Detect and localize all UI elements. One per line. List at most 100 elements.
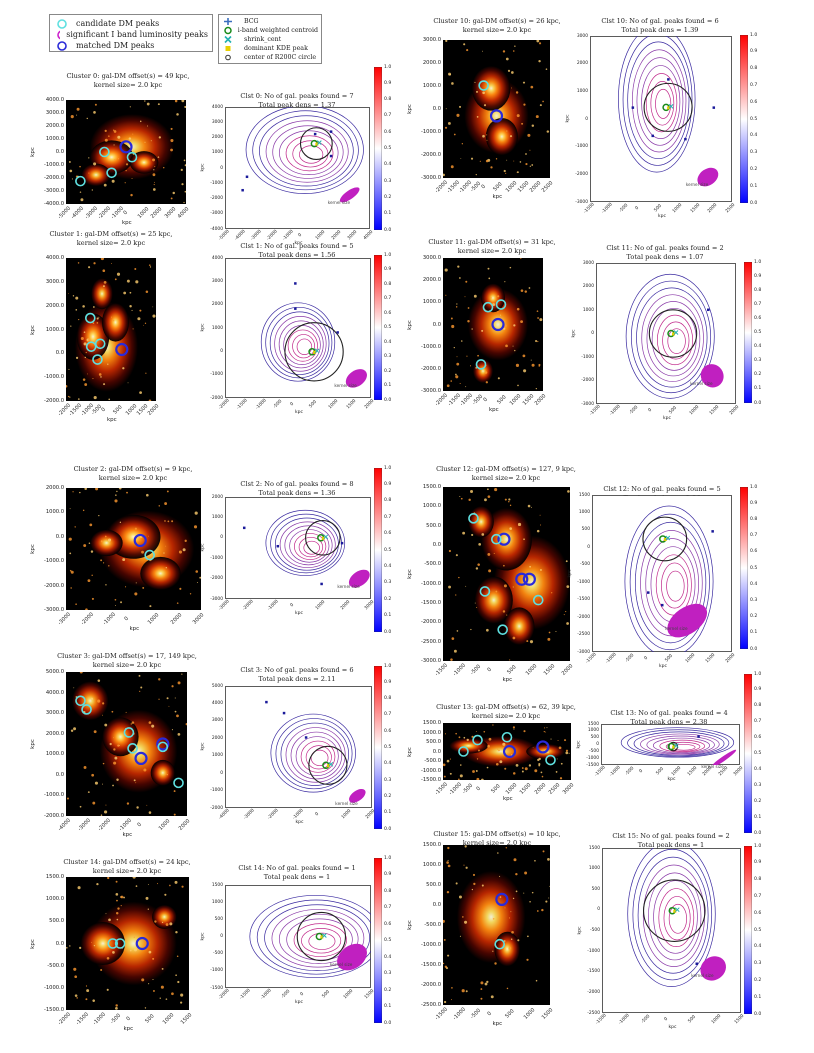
kde-y-tick: 3000 — [211, 119, 223, 125]
kde-title: Clst 14: No of gal. peaks found = 1 — [238, 864, 356, 872]
matched-dm-peak-marker — [491, 317, 505, 332]
dm-y-tick: 1000.0 — [45, 326, 64, 333]
dominant-kde-peak-marker — [313, 350, 317, 354]
dm-speckle — [158, 678, 161, 681]
dm-speckle — [132, 877, 136, 879]
dm-blob — [152, 904, 177, 929]
dm-x-tick: -1000 — [102, 611, 117, 627]
dm-speckle — [113, 144, 115, 146]
dm-speckle — [490, 297, 492, 299]
dm-speckle — [88, 266, 91, 269]
dm-speckle — [148, 811, 152, 814]
dm-speckle — [87, 373, 88, 375]
dm-x-axis-label: kpc — [122, 220, 132, 226]
colorbar-tick: 1.0 — [754, 259, 762, 265]
kde-x-axis-label: kpc — [295, 611, 303, 616]
dm-speckle — [165, 998, 168, 1000]
kde-y-tick: 1000 — [211, 325, 223, 331]
dm-speckle — [528, 764, 532, 767]
dm-title: Cluster 2: gal-DM offset(s) = 9 kpc, — [73, 465, 193, 473]
dm-y-tick: -3000.0 — [43, 607, 64, 613]
kde-contour-line — [662, 321, 690, 360]
dm-speckle — [102, 562, 105, 564]
dm-x-tick: -500 — [469, 1007, 482, 1021]
dm-speckle — [484, 498, 487, 502]
dm-speckle — [509, 504, 512, 507]
dm-speckle — [149, 605, 152, 608]
candidate-dm-peak-marker — [458, 746, 469, 757]
kde-y-tick: -1500 — [587, 969, 600, 975]
colorbar-tick: 0.8 — [384, 498, 392, 504]
colorbar-tick: 0.3 — [384, 971, 392, 976]
kde-panel-title: Clst 15: No of gal. peaks found = 2 Total… — [591, 832, 751, 849]
kde-x-tick: -500 — [628, 405, 640, 416]
dm-speckle — [84, 488, 87, 490]
dm-y-tick: -2000.0 — [43, 813, 64, 819]
kde-y-tick: -1500 — [577, 597, 590, 603]
dm-x-tick: -500 — [109, 1012, 122, 1026]
dm-speckle — [120, 895, 124, 899]
dm-speckle — [565, 751, 569, 755]
kde-y-tick: 2000 — [211, 735, 223, 741]
dm-speckle — [478, 749, 480, 752]
candidate-dm-peak-marker — [491, 533, 502, 545]
kde-contour-plot — [225, 497, 371, 599]
colorbar-tick: 0.0 — [754, 400, 762, 406]
dm-speckle — [446, 890, 450, 894]
dm-speckle — [68, 537, 72, 541]
dm-speckle — [67, 395, 70, 398]
dm-speckle — [108, 135, 110, 137]
dm-speckle — [184, 164, 186, 167]
candidate-dm-peak-marker — [482, 301, 494, 313]
dm-x-tick: 2000 — [533, 782, 547, 796]
dm-speckle — [497, 377, 500, 380]
dm-speckle — [466, 738, 469, 742]
dm-speckle — [196, 582, 198, 583]
dm-speckle — [448, 585, 451, 589]
kde-x-tick: 2500 — [724, 202, 737, 215]
kde-contour-plot — [596, 263, 736, 404]
dm-x-tick: 500 — [490, 783, 502, 795]
dm-speckle — [75, 309, 78, 311]
dm-speckle — [167, 520, 170, 523]
dm-speckle — [450, 317, 453, 320]
dm-speckle — [486, 980, 489, 984]
dm-kernel-size: kernel size= 2.0 kpc — [462, 838, 532, 847]
dm-speckle — [466, 49, 469, 52]
kde-contour-line — [627, 41, 690, 160]
dm-y-axis-label: kpc — [406, 569, 413, 579]
legend-row-centroid: i-band weighted centroid — [222, 26, 318, 35]
legend-label: matched DM peaks — [76, 41, 155, 50]
kde-y-tick: 0 — [596, 742, 599, 747]
dm-speckle — [122, 367, 125, 370]
dm-speckle — [183, 201, 185, 204]
dm-speckle — [113, 748, 116, 751]
legend-label: BCG — [244, 18, 259, 25]
dm-speckle — [115, 494, 117, 496]
dm-x-tick: 1000 — [146, 612, 161, 626]
dm-speckle — [152, 957, 155, 960]
dm-y-tick: 0.0 — [432, 902, 441, 908]
dm-speckle — [458, 778, 460, 780]
dm-speckle — [169, 884, 171, 887]
dm-y-tick: -1000.0 — [420, 580, 441, 587]
kde-x-tick: 1000 — [314, 229, 326, 242]
colorbar — [740, 35, 748, 203]
kde-y-tick: 1000 — [588, 866, 600, 872]
kde-y-tick: -3000 — [210, 211, 223, 217]
dm-speckle — [82, 305, 85, 308]
dm-speckle — [495, 158, 498, 160]
blue-circle-icon — [57, 40, 67, 51]
kde-y-tick: 1000 — [582, 307, 594, 313]
dm-speckle — [458, 576, 460, 579]
candidate-dm-peak-marker — [495, 299, 507, 310]
kde-y-tick: 0 — [587, 544, 590, 550]
kde-x-tick: 1000 — [671, 202, 684, 215]
kernel-size-ellipse — [337, 943, 367, 971]
dm-speckle — [102, 269, 106, 273]
dm-speckle — [480, 988, 483, 990]
colorbar-tick: 0.6 — [754, 735, 762, 741]
dm-speckle — [479, 160, 481, 162]
dm-speckle — [455, 882, 458, 885]
kde-y-tick: -2000 — [210, 196, 223, 201]
